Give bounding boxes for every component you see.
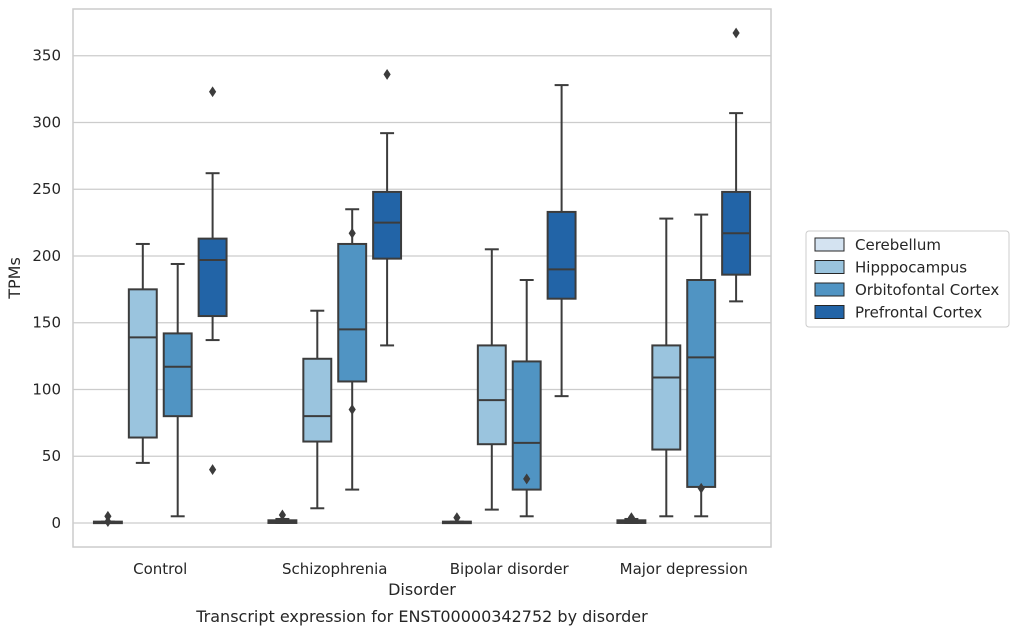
outlier-point xyxy=(209,464,217,475)
box-2-3 xyxy=(546,84,577,398)
box-iqr xyxy=(372,190,403,260)
y-tick-label: 200 xyxy=(32,247,61,265)
x-axis-ticks: Control Schizophrenia Bipolar disorder Majo… xyxy=(133,560,748,578)
outlier-point xyxy=(348,404,356,415)
legend-swatch xyxy=(814,282,845,297)
x-tick-label: Control xyxy=(133,560,187,578)
box-iqr xyxy=(476,344,507,446)
box-2-1 xyxy=(476,248,507,511)
y-tick-label: 150 xyxy=(32,314,61,332)
outlier-point xyxy=(627,512,635,524)
outlier-point xyxy=(278,509,286,521)
y-tick-label: 300 xyxy=(32,113,61,131)
x-axis-label: Disorder xyxy=(388,580,456,599)
legend-item: Prefrontal Cortex xyxy=(814,304,982,322)
box-0-2 xyxy=(162,262,193,518)
outlier-point xyxy=(697,482,705,494)
box-1-2 xyxy=(337,208,368,491)
legend-item: Hipppocampus xyxy=(814,259,967,277)
outlier-point xyxy=(453,512,461,524)
box-iqr xyxy=(127,288,158,439)
x-tick-label: Major depression xyxy=(620,560,748,578)
box-3-0 xyxy=(616,512,647,524)
y-tick-label: 100 xyxy=(32,380,61,398)
box-3-3 xyxy=(721,27,752,303)
box-0-3 xyxy=(197,86,228,475)
y-tick-label: 250 xyxy=(32,180,61,198)
box-2-0 xyxy=(441,512,472,525)
outlier-point xyxy=(523,473,531,485)
y-tick-label: 0 xyxy=(51,514,61,532)
legend-swatch xyxy=(814,260,845,274)
box-0-0 xyxy=(92,510,123,528)
outlier-point xyxy=(209,86,217,98)
plot-frame xyxy=(72,8,772,548)
legend-item: Cerebellum xyxy=(814,236,941,254)
box-3-1 xyxy=(651,217,682,518)
box-1-0 xyxy=(267,509,298,524)
y-axis-ticks: 0 50 100 150 200 250 300 350 xyxy=(32,47,61,532)
outlier-point xyxy=(732,27,740,39)
box-iqr xyxy=(197,237,228,318)
box-iqr xyxy=(651,344,682,451)
box-1-3 xyxy=(372,69,403,347)
legend-item: Orbitofontal Cortex xyxy=(814,281,999,299)
x-tick-label: Schizophrenia xyxy=(282,560,387,578)
legend-label: Hipppocampus xyxy=(855,259,967,277)
x-tick-label: Bipolar disorder xyxy=(450,560,570,578)
legend-label: Cerebellum xyxy=(855,236,941,254)
box-groups xyxy=(92,27,752,528)
box-iqr xyxy=(546,210,577,300)
y-tick-label: 50 xyxy=(42,447,61,465)
outlier-point xyxy=(348,227,356,239)
box-1-1 xyxy=(302,309,333,510)
y-axis-label: TPMs xyxy=(5,257,24,300)
box-iqr xyxy=(686,279,717,488)
legend-swatch xyxy=(814,237,845,252)
box-2-2 xyxy=(511,279,542,518)
chart-caption: Transcript expression for ENST0000034275… xyxy=(195,607,648,626)
legend: Cerebellum Hipppocampus Orbitofontal Corte… xyxy=(805,230,1010,328)
legend-label: Orbitofontal Cortex xyxy=(855,281,999,299)
box-iqr xyxy=(302,357,333,443)
box-iqr xyxy=(162,332,193,418)
legend-frame xyxy=(805,230,1010,328)
box-0-1 xyxy=(127,242,158,464)
y-tick-label: 350 xyxy=(32,47,61,65)
box-iqr xyxy=(511,360,542,491)
legend-label: Prefrontal Cortex xyxy=(855,304,982,322)
outlier-point xyxy=(104,516,112,528)
box-iqr xyxy=(337,242,368,383)
legend-swatch xyxy=(814,305,845,319)
outlier-point xyxy=(383,69,391,80)
box-3-2 xyxy=(686,213,717,518)
